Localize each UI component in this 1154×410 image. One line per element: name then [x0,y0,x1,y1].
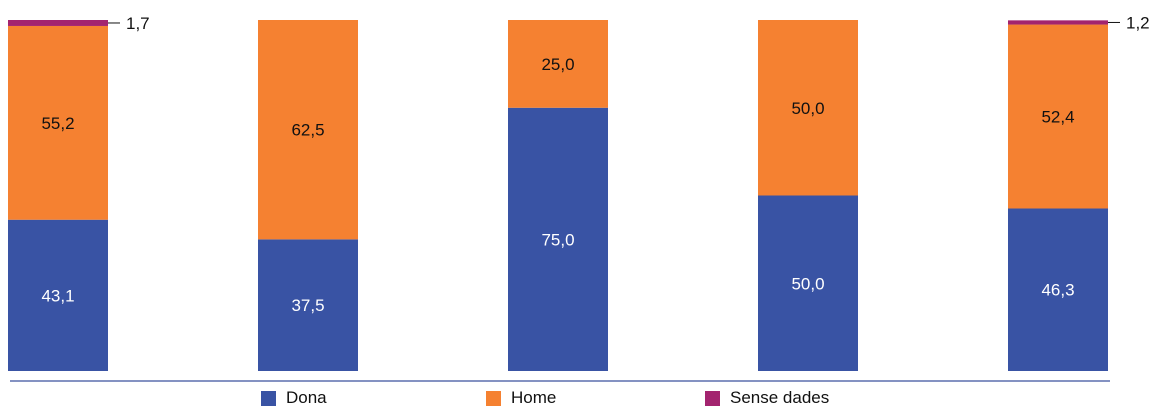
legend-swatch-dona [261,390,276,406]
bar-segment-sense-dades-1 [8,20,108,26]
legend-swatch-home [486,390,501,406]
data-label-home-1: 55,2 [41,114,74,133]
legend-swatch-sense-dades [705,390,720,406]
bar-segment-home-4 [758,20,858,196]
chart-legend: Dona Home Sense dades [0,388,1154,410]
data-label-dona-1: 43,1 [41,286,74,305]
bar-segment-dona-5 [1008,208,1108,371]
data-label-dona-5: 46,3 [1041,281,1074,300]
bar-segment-home-1 [8,25,108,220]
data-label-home-4: 50,0 [791,99,824,118]
legend-label-dona: Dona [286,388,327,407]
data-label-dona-3: 75,0 [541,230,574,249]
bar-segment-home-2 [258,20,358,240]
legend-label-sense-dades: Sense dades [730,388,830,407]
legend-label-home: Home [511,388,557,407]
data-label-dona-4: 50,0 [791,274,824,293]
data-label-home-2: 62,5 [291,121,324,140]
data-label-dona-2: 37,5 [291,296,324,315]
bar-segment-dona-2 [258,239,358,371]
legend-item-sense-dades: Sense dades [705,388,829,408]
bar-segment-home-5 [1008,24,1108,209]
bar-segment-sense-dades-5 [1008,20,1108,25]
stacked-bar-chart: 43,1 55,2 1,7 37,5 62,5 75,0 25,0 50,0 50,0 46,3 5… [8,13,1150,382]
data-label-sense-dades-1: 1,7 [126,14,150,33]
bar-segment-dona-3 [508,107,608,371]
bar-segment-dona-1 [8,219,108,371]
legend-item-home: Home [486,388,556,408]
legend-item-dona: Dona [261,388,327,408]
bar-segment-dona-4 [758,195,858,371]
data-label-home-5: 52,4 [1041,108,1074,127]
data-label-home-3: 25,0 [541,55,574,74]
bar-segment-home-3 [508,20,608,108]
data-label-sense-dades-5: 1,2 [1126,13,1150,32]
